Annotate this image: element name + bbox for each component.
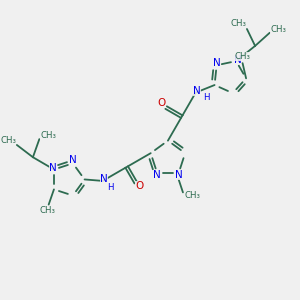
Text: N: N xyxy=(49,163,56,173)
Text: N: N xyxy=(100,174,108,184)
Text: O: O xyxy=(158,98,166,108)
Text: CH₃: CH₃ xyxy=(235,52,250,61)
Text: N: N xyxy=(69,155,77,165)
Text: N: N xyxy=(234,55,242,64)
Text: CH₃: CH₃ xyxy=(39,206,55,215)
Text: H: H xyxy=(203,93,210,102)
Text: N: N xyxy=(153,170,160,180)
Text: CH₃: CH₃ xyxy=(184,191,200,200)
Text: CH₃: CH₃ xyxy=(231,19,247,28)
Text: N: N xyxy=(213,58,220,68)
Text: N: N xyxy=(175,170,183,180)
Text: CH₃: CH₃ xyxy=(271,25,286,34)
Text: O: O xyxy=(135,181,143,191)
Text: CH₃: CH₃ xyxy=(40,131,56,140)
Text: H: H xyxy=(108,183,114,192)
Text: CH₃: CH₃ xyxy=(0,136,16,145)
Text: N: N xyxy=(193,86,201,96)
